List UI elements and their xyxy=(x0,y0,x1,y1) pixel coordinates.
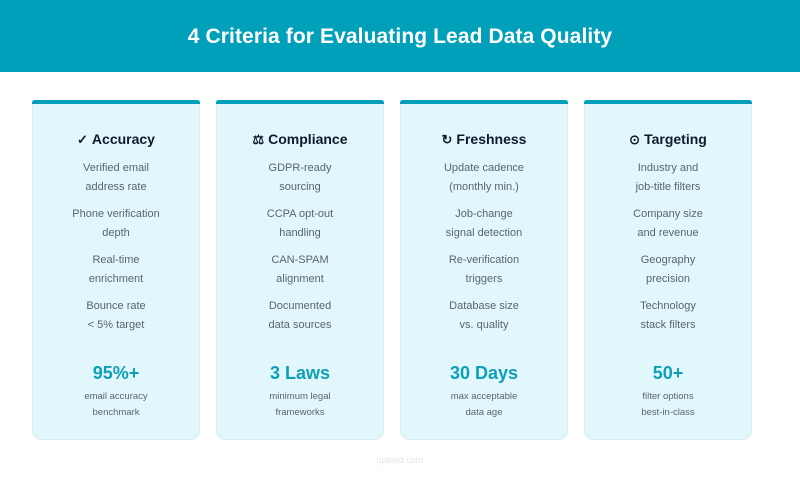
list-item: Real-time enrichment xyxy=(88,254,144,285)
stat-value: 50+ xyxy=(652,363,684,383)
card-title-label: Targeting xyxy=(644,131,707,147)
list-item: Documented data sources xyxy=(268,300,332,331)
card-accent-bar xyxy=(216,100,384,104)
card-title-label: Freshness xyxy=(456,131,527,147)
criteria-list: Update cadence (monthly min.) Job-change s… xyxy=(401,159,567,343)
criteria-card-accuracy: ✓ Accuracy Verified email address rate Pho… xyxy=(32,100,200,440)
stat-label: minimum legal frameworks xyxy=(269,391,331,418)
card-accent-bar xyxy=(584,100,752,104)
stat-value: 30 Days xyxy=(449,363,519,383)
scale-icon: ⚖ xyxy=(252,132,265,147)
list-item: Job-change signal detection xyxy=(445,208,523,239)
card-accent-bar xyxy=(32,100,200,104)
stat-value: 95%+ xyxy=(92,363,140,383)
criteria-card-targeting: ⊙ Targeting Industry and job-title filters… xyxy=(584,100,752,440)
criteria-list: GDPR-ready sourcing CCPA opt-out handling … xyxy=(217,159,383,343)
card-title: ⊙ Targeting xyxy=(585,131,751,148)
footer-watermark: uplead.com xyxy=(376,455,424,465)
list-item: Re-verification triggers xyxy=(448,254,520,285)
stat-label: filter options best-in-class xyxy=(641,391,695,418)
stat-label: email accuracy benchmark xyxy=(84,391,148,418)
card-title-label: Accuracy xyxy=(91,131,155,147)
criteria-card-compliance: ⚖ Compliance GDPR-ready sourcing CCPA opt-… xyxy=(216,100,384,440)
list-item: Verified email address rate xyxy=(82,162,150,193)
refresh-icon: ↻ xyxy=(441,132,453,147)
card-title-label: Compliance xyxy=(268,131,348,147)
header-banner: 4 Criteria for Evaluating Lead Data Qual… xyxy=(0,0,800,72)
page-title: 4 Criteria for Evaluating Lead Data Qual… xyxy=(187,25,613,48)
list-item: Update cadence (monthly min.) xyxy=(443,162,525,193)
list-item: GDPR-ready sourcing xyxy=(268,162,332,193)
list-item: CAN-SPAM alignment xyxy=(271,254,329,285)
list-item: Company size and revenue xyxy=(633,208,703,239)
criteria-list: Industry and job-title filters Company si… xyxy=(585,159,751,343)
card-title: ⚖ Compliance xyxy=(217,131,383,148)
card-accent-bar xyxy=(400,100,568,104)
card-title: ✓ Accuracy xyxy=(33,131,199,148)
list-item: CCPA opt-out handling xyxy=(266,208,334,239)
list-item: Bounce rate < 5% target xyxy=(86,300,146,331)
list-item: Technology stack filters xyxy=(640,300,696,331)
list-item: Phone verification depth xyxy=(72,208,160,239)
check-icon: ✓ xyxy=(77,132,88,147)
stat-label: max acceptable data age xyxy=(450,391,518,418)
list-item: Database size vs. quality xyxy=(449,300,519,331)
list-item: Industry and job-title filters xyxy=(635,162,701,193)
list-item: Geography precision xyxy=(640,254,696,285)
stat-value: 3 Laws xyxy=(269,363,331,383)
target-icon: ⊙ xyxy=(629,132,641,147)
criteria-card-freshness: ↻ Freshness Update cadence (monthly min.) … xyxy=(400,100,568,440)
card-title: ↻ Freshness xyxy=(401,131,567,148)
criteria-list: Verified email address rate Phone verific… xyxy=(33,159,199,343)
